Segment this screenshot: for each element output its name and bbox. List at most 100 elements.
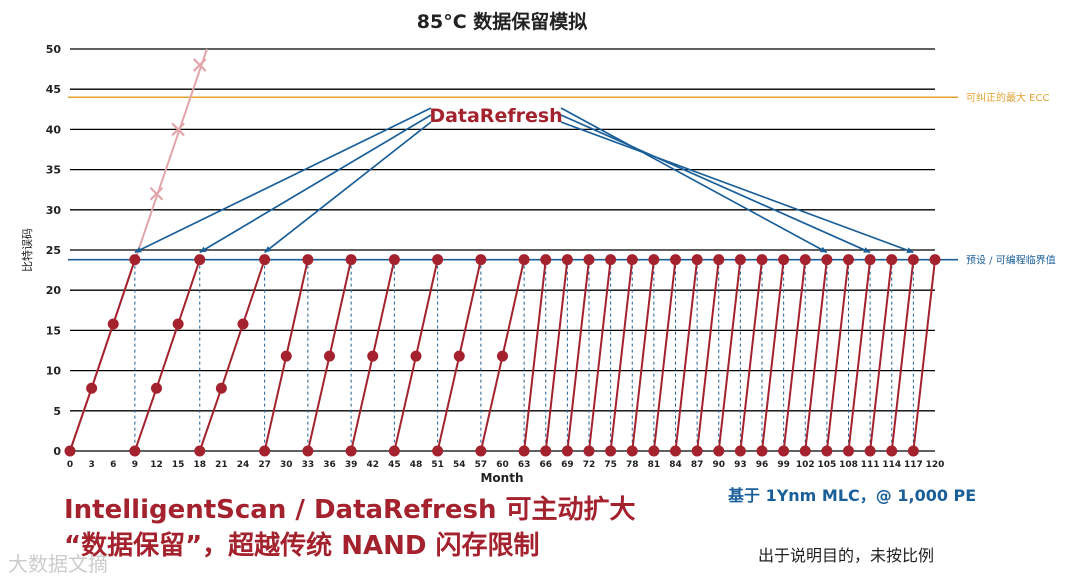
x-tick-69: 69 <box>561 460 574 470</box>
x-tick-84: 84 <box>669 460 682 470</box>
annotation-arrow-18 <box>199 114 432 254</box>
watermark-logo: 大数据文摘 <box>8 552 108 576</box>
refresh-point-3-7.8 <box>86 382 98 394</box>
x-tick-30: 30 <box>280 460 293 470</box>
x-tick-24: 24 <box>237 460 250 470</box>
x-tick-87: 87 <box>691 460 704 470</box>
refresh-point-114-23.8 <box>886 254 898 266</box>
chart-title: 85°C 数据保留模拟 <box>417 10 588 33</box>
refresh-point-117-23.8 <box>907 254 919 266</box>
refresh-point-96-0 <box>756 445 768 457</box>
x-tick-3: 3 <box>88 460 94 470</box>
annotation-arrowhead-117 <box>906 247 914 254</box>
x-tick-93: 93 <box>734 460 747 470</box>
refresh-segment-27 <box>912 259 936 452</box>
x-tick-45: 45 <box>388 460 401 470</box>
refresh-point-30-11.8 <box>280 350 292 362</box>
refresh-point-21-7.8 <box>215 382 227 394</box>
x-tick-111: 111 <box>861 460 880 470</box>
refresh-point-45-0 <box>388 445 400 457</box>
refresh-point-108-23.8 <box>843 254 854 266</box>
refresh-segment-24 <box>847 259 872 452</box>
refresh-point-36-11.8 <box>324 350 335 362</box>
annotation-arrowhead-105 <box>819 246 827 253</box>
x-tick-33: 33 <box>302 460 315 470</box>
refresh-point-75-23.8 <box>605 254 617 266</box>
refresh-point-114-0 <box>886 445 898 457</box>
refresh-point-9-23.8 <box>129 254 141 266</box>
refresh-point-87-0 <box>691 445 703 457</box>
refresh-segment-25 <box>869 259 893 452</box>
refresh-point-27-0 <box>259 445 271 457</box>
refresh-point-93-23.8 <box>734 254 746 266</box>
refresh-segment-22 <box>804 259 828 452</box>
refresh-point-42-11.8 <box>367 350 379 362</box>
refresh-point-75-0 <box>605 445 617 457</box>
refresh-point-105-23.8 <box>821 254 833 266</box>
y-tick-35: 35 <box>46 164 61 177</box>
cross-mark <box>171 122 185 137</box>
refresh-point-69-0 <box>561 445 573 457</box>
x-tick-63: 63 <box>518 460 531 470</box>
x-tick-81: 81 <box>648 460 661 470</box>
y-tick-25: 25 <box>46 244 61 257</box>
refresh-point-90-23.8 <box>713 254 725 266</box>
cross-mark <box>149 186 164 201</box>
refresh-segment-14 <box>631 259 655 452</box>
refresh-segment-19 <box>739 259 763 452</box>
x-tick-18: 18 <box>193 460 206 470</box>
datarefresh-annotation: DataRefresh <box>134 105 914 254</box>
refresh-point-27-23.8 <box>259 254 271 266</box>
refresh-point-102-0 <box>799 445 811 457</box>
grid <box>70 48 935 452</box>
refresh-point-57-23.8 <box>475 254 487 266</box>
annotation-arrow-117 <box>560 121 914 254</box>
x-tick-102: 102 <box>796 460 815 470</box>
refresh-point-12-7.8 <box>151 382 162 394</box>
refresh-point-6-15.8 <box>107 318 119 330</box>
annotation-arrowhead-111 <box>863 247 871 253</box>
refresh-series <box>64 254 941 457</box>
annotation-arrowhead-18 <box>199 246 207 253</box>
x-tick-0: 0 <box>67 460 73 470</box>
x-tick-66: 66 <box>539 460 552 470</box>
annotation-arrow-27 <box>264 121 432 254</box>
refresh-point-105-0 <box>821 445 833 457</box>
refresh-point-87-23.8 <box>691 254 703 266</box>
y-axis-label: 比特误码 <box>20 228 34 272</box>
x-tick-114: 114 <box>882 460 901 470</box>
x-tick-72: 72 <box>583 460 596 470</box>
refresh-point-108-0 <box>843 445 854 457</box>
refresh-point-117-0 <box>907 445 919 457</box>
refresh-segment-17 <box>696 259 720 452</box>
refresh-segment-2 <box>198 259 266 452</box>
y-tick-10: 10 <box>46 365 62 378</box>
refresh-point-48-11.8 <box>410 350 422 362</box>
refresh-point-45-23.8 <box>388 254 400 266</box>
refresh-point-15-15.8 <box>172 318 184 330</box>
y-tick-30: 30 <box>46 204 62 217</box>
annotation-arrow-9 <box>134 107 432 254</box>
x-tick-60: 60 <box>496 460 509 470</box>
x-tick-12: 12 <box>150 460 163 470</box>
refresh-point-111-23.8 <box>864 254 876 266</box>
annotation-arrow-111 <box>560 114 871 254</box>
refresh-segment-0 <box>69 259 136 452</box>
x-tick-36: 36 <box>323 460 336 470</box>
refresh-point-57-0 <box>475 445 487 457</box>
refresh-point-66-23.8 <box>540 254 552 266</box>
x-tick-75: 75 <box>604 460 617 470</box>
refresh-segment-1 <box>133 259 201 452</box>
y-tick-5: 5 <box>53 405 61 418</box>
refresh-point-78-23.8 <box>626 254 638 266</box>
refresh-point-66-0 <box>540 445 552 457</box>
refresh-segment-15 <box>652 259 677 452</box>
refresh-segment-13 <box>609 259 634 452</box>
refresh-segment-12 <box>588 259 612 452</box>
refresh-point-84-0 <box>670 445 681 457</box>
condition-note: 基于 1Ynm MLC，@ 1,000 PE <box>728 486 977 505</box>
refresh-point-33-23.8 <box>302 254 314 266</box>
refresh-segment-11 <box>566 259 590 452</box>
y-tick-45: 45 <box>46 83 61 96</box>
